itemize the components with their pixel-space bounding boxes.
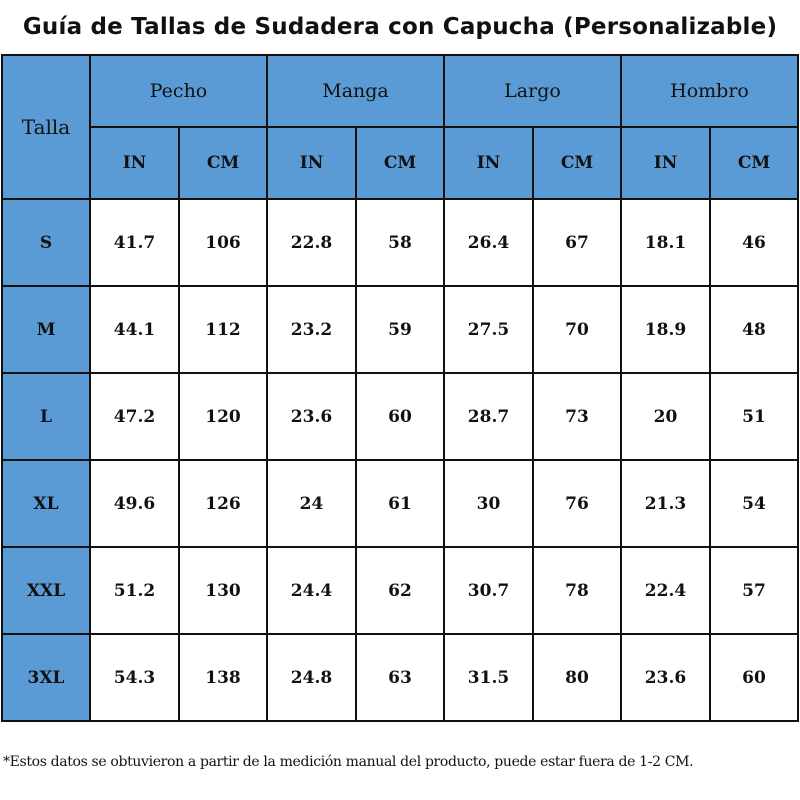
table-cell: 62 [355,546,445,635]
table-cell: 23.6 [620,633,711,722]
table-cell: 130 [178,546,268,635]
table-cell: 57 [709,546,799,635]
table-cell: 18.9 [620,285,711,374]
table-cell: 76 [532,459,622,548]
table-cell: 73 [532,372,622,461]
page-title: Guía de Tallas de Sudadera con Capucha (… [22,14,778,40]
unit-header: CM [532,126,622,200]
table-cell: 138 [178,633,268,722]
group-header-pecho: Pecho [89,54,268,128]
table-cell: 24.4 [266,546,357,635]
table-cell: 61 [355,459,445,548]
table-cell: 27.5 [443,285,534,374]
table-cell: 30.7 [443,546,534,635]
size-label: XL [1,459,91,548]
table-cell: 78 [532,546,622,635]
unit-header: IN [266,126,357,200]
table-cell: 44.1 [89,285,180,374]
table-row: XXL 51.2 130 24.4 62 30.7 78 22.4 57 [1,546,799,635]
table-cell: 112 [178,285,268,374]
size-column-header: Talla [1,54,91,200]
table-cell: 63 [355,633,445,722]
table-cell: 60 [709,633,799,722]
table-row: XL 49.6 126 24 61 30 76 21.3 54 [1,459,799,548]
table-cell: 58 [355,198,445,287]
footnote: *Estos datos se obtuvieron a partir de l… [3,754,694,770]
table-cell: 46 [709,198,799,287]
table-cell: 18.1 [620,198,711,287]
table-cell: 120 [178,372,268,461]
table-cell: 54 [709,459,799,548]
table-row: L 47.2 120 23.6 60 28.7 73 20 51 [1,372,799,461]
table-cell: 30 [443,459,534,548]
table-cell: 23.6 [266,372,357,461]
size-label: 3XL [1,633,91,722]
unit-header: IN [443,126,534,200]
table-cell: 54.3 [89,633,180,722]
table-cell: 47.2 [89,372,180,461]
unit-header: CM [178,126,268,200]
table-cell: 49.6 [89,459,180,548]
unit-header: CM [709,126,799,200]
unit-header: IN [620,126,711,200]
table-cell: 21.3 [620,459,711,548]
group-header-manga: Manga [266,54,445,128]
table-cell: 24 [266,459,357,548]
group-header-largo: Largo [443,54,622,128]
table-cell: 28.7 [443,372,534,461]
table-cell: 126 [178,459,268,548]
size-label: XXL [1,546,91,635]
group-header-hombro: Hombro [620,54,799,128]
size-chart-table: Talla Pecho Manga Largo Hombro IN CM IN … [1,54,799,722]
table-cell: 67 [532,198,622,287]
table-cell: 41.7 [89,198,180,287]
table-cell: 106 [178,198,268,287]
table-cell: 51 [709,372,799,461]
table-cell: 26.4 [443,198,534,287]
unit-header: IN [89,126,180,200]
table-cell: 20 [620,372,711,461]
table-cell: 70 [532,285,622,374]
table-cell: 22.8 [266,198,357,287]
size-label: S [1,198,91,287]
table-row: M 44.1 112 23.2 59 27.5 70 18.9 48 [1,285,799,374]
table-row: 3XL 54.3 138 24.8 63 31.5 80 23.6 60 [1,633,799,722]
table-cell: 23.2 [266,285,357,374]
table-cell: 59 [355,285,445,374]
table-cell: 48 [709,285,799,374]
table-cell: 60 [355,372,445,461]
table-cell: 51.2 [89,546,180,635]
unit-header: CM [355,126,445,200]
size-label: M [1,285,91,374]
table-cell: 80 [532,633,622,722]
table-cell: 24.8 [266,633,357,722]
table-cell: 31.5 [443,633,534,722]
table-row: S 41.7 106 22.8 58 26.4 67 18.1 46 [1,198,799,287]
size-label: L [1,372,91,461]
table-cell: 22.4 [620,546,711,635]
